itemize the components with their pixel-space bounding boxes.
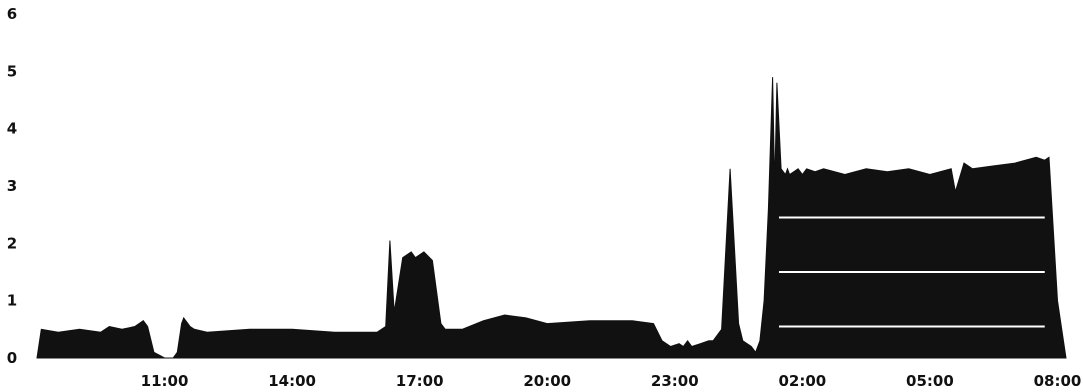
y-tick-label: 3: [7, 177, 17, 195]
y-axis: 0 1 2 3 4 5 6: [7, 5, 17, 367]
y-tick-label: 2: [7, 234, 17, 252]
y-tick-label: 1: [7, 292, 17, 310]
y-tick-label: 0: [7, 349, 17, 367]
x-tick-label: 17:00: [396, 372, 444, 390]
x-tick-label: 20:00: [523, 372, 571, 390]
x-tick-label: 14:00: [268, 372, 316, 390]
x-tick-label: 23:00: [651, 372, 699, 390]
x-tick-label: 05:00: [906, 372, 954, 390]
y-tick-label: 5: [7, 62, 17, 80]
y-tick-label: 4: [7, 120, 17, 138]
x-axis: 11:00 14:00 17:00 20:00 23:00 02:00 05:00 08:00: [141, 372, 1082, 390]
series-area: [36, 77, 1067, 359]
x-tick-label: 11:00: [141, 372, 189, 390]
x-tick-label: 08:00: [1034, 372, 1082, 390]
plot-area: [36, 77, 1067, 359]
y-tick-label: 6: [7, 5, 17, 23]
x-tick-label: 02:00: [778, 372, 826, 390]
